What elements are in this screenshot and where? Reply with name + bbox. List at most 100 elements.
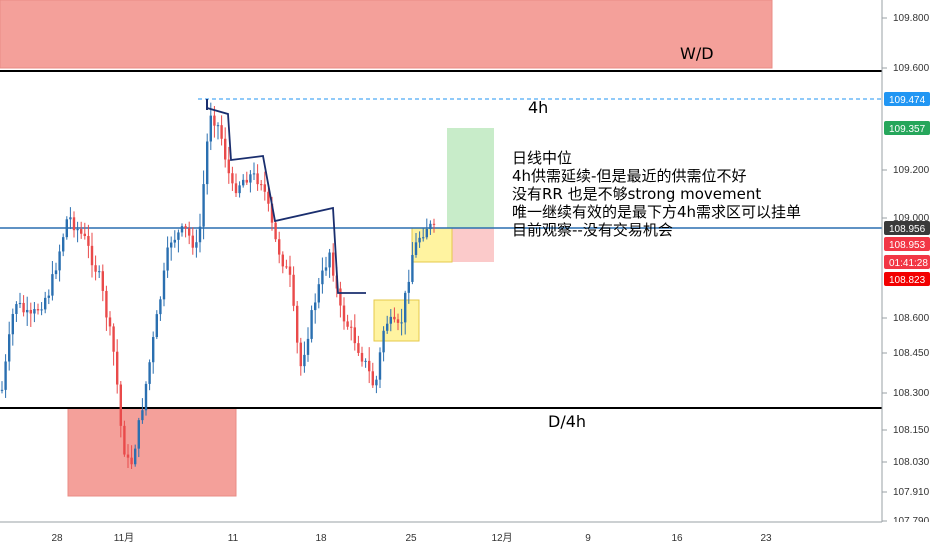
candle-body — [245, 179, 248, 183]
candle-body — [238, 185, 241, 194]
4h-zone-label: 4h — [528, 98, 548, 117]
candle-body — [141, 410, 144, 421]
candle-body — [324, 267, 328, 271]
candle-body — [227, 159, 230, 174]
candle-body — [314, 302, 317, 311]
candle-body — [310, 310, 313, 339]
d4h-demand-zone — [67, 407, 237, 497]
long-stop-zone — [447, 228, 494, 262]
candle-body — [94, 265, 97, 272]
candle-body — [296, 305, 299, 343]
d4h-zone-label: D/4h — [548, 412, 586, 431]
candle-body — [98, 271, 101, 273]
candle-body — [69, 217, 72, 220]
price-tick-label: 107.910 — [893, 487, 930, 498]
candle-body — [148, 362, 151, 384]
price-tag-label: 108.953 — [889, 240, 926, 251]
candle-body — [80, 229, 83, 234]
candle-body — [162, 270, 166, 300]
candle-body — [119, 384, 122, 426]
candle-body — [152, 337, 155, 363]
price-tag-label: 01:41:28 — [889, 258, 928, 269]
price-tag-label: 109.357 — [889, 124, 926, 135]
candle-body — [400, 322, 403, 324]
price-tick-label: 109.200 — [893, 165, 930, 176]
price-tick-label: 109.000 — [893, 213, 930, 224]
candle-body — [404, 292, 407, 323]
trend-drawing[interactable] — [206, 107, 366, 294]
candle-body — [339, 288, 342, 306]
candle-body — [389, 316, 392, 324]
price-tag — [884, 221, 930, 235]
candle-body — [224, 138, 227, 160]
candle-body — [83, 233, 86, 237]
candle-body — [288, 266, 292, 275]
candle-body — [422, 237, 425, 239]
candle-body — [299, 342, 302, 367]
candle-body — [274, 222, 277, 240]
candles-group — [0, 102, 436, 470]
candle-body — [432, 223, 436, 225]
candle-body — [292, 274, 295, 306]
candle-body — [285, 266, 288, 268]
candle-body — [350, 326, 353, 328]
candle-body — [112, 326, 115, 352]
time-tick-label: 11月 — [114, 532, 134, 544]
candle-body — [155, 314, 158, 338]
candle-body — [353, 327, 356, 344]
candle-body — [414, 242, 418, 255]
candle-body — [220, 125, 223, 139]
candle-body — [173, 239, 176, 243]
candle-body — [242, 179, 245, 186]
candle-body — [260, 184, 263, 186]
time-tick-label: 23 — [760, 533, 772, 544]
time-tick-label: 16 — [671, 533, 683, 544]
candle-body — [202, 184, 205, 227]
candle-body — [44, 297, 47, 310]
candle-body — [177, 232, 180, 240]
candle-body — [90, 245, 94, 266]
candle-body — [263, 184, 266, 192]
price-tick-label: 107.790 — [893, 516, 930, 527]
candle-body — [429, 223, 432, 230]
candle-body — [101, 271, 104, 291]
price-tick-label: 108.150 — [893, 425, 930, 436]
candle-body — [231, 173, 234, 184]
price-tag-label: 109.474 — [889, 95, 926, 106]
candle-body — [357, 343, 360, 353]
price-tag — [884, 121, 930, 135]
candle-body — [105, 290, 108, 318]
candle-body — [134, 448, 137, 465]
candle-body — [249, 174, 252, 183]
time-axis-ticks: 28 11月 11 18 25 12月 9 16 23 — [51, 532, 772, 544]
candle-body — [371, 371, 374, 386]
time-tick-label: 18 — [315, 533, 327, 544]
candle-body — [378, 352, 382, 380]
price-tags: 109.474 109.357 108.956 108.953 01:41:28 108.… — [884, 92, 930, 286]
time-tick-label: 11 — [228, 533, 239, 544]
candle-body — [396, 319, 400, 323]
candle-body — [144, 383, 148, 411]
candle-body — [278, 239, 281, 255]
candle-body — [206, 141, 209, 185]
candle-body — [130, 457, 133, 465]
time-tick-label: 12月 — [491, 532, 512, 544]
candle-body — [65, 219, 68, 238]
annotation-line: 唯一继续有效的是最下方4h需求区可以挂单 — [512, 203, 801, 221]
candle-body — [159, 299, 162, 315]
yellow-zone-lower — [373, 299, 420, 342]
annotation-line: 日线中位 — [512, 149, 572, 167]
candle-body — [0, 389, 4, 391]
candle-body — [195, 242, 198, 248]
candle-body — [4, 361, 7, 390]
price-tick-label: 109.800 — [893, 13, 930, 24]
candle-body — [170, 242, 173, 248]
candle-body — [11, 313, 14, 335]
candle-body — [281, 254, 284, 267]
candle-body — [386, 323, 389, 331]
candle-body — [216, 125, 220, 127]
candle-body — [411, 254, 414, 282]
annotation-block: 日线中位 4h供需延续-但是最近的供需位不好 没有RR 也是不够strong m… — [512, 149, 801, 239]
time-axis[interactable] — [0, 522, 932, 550]
